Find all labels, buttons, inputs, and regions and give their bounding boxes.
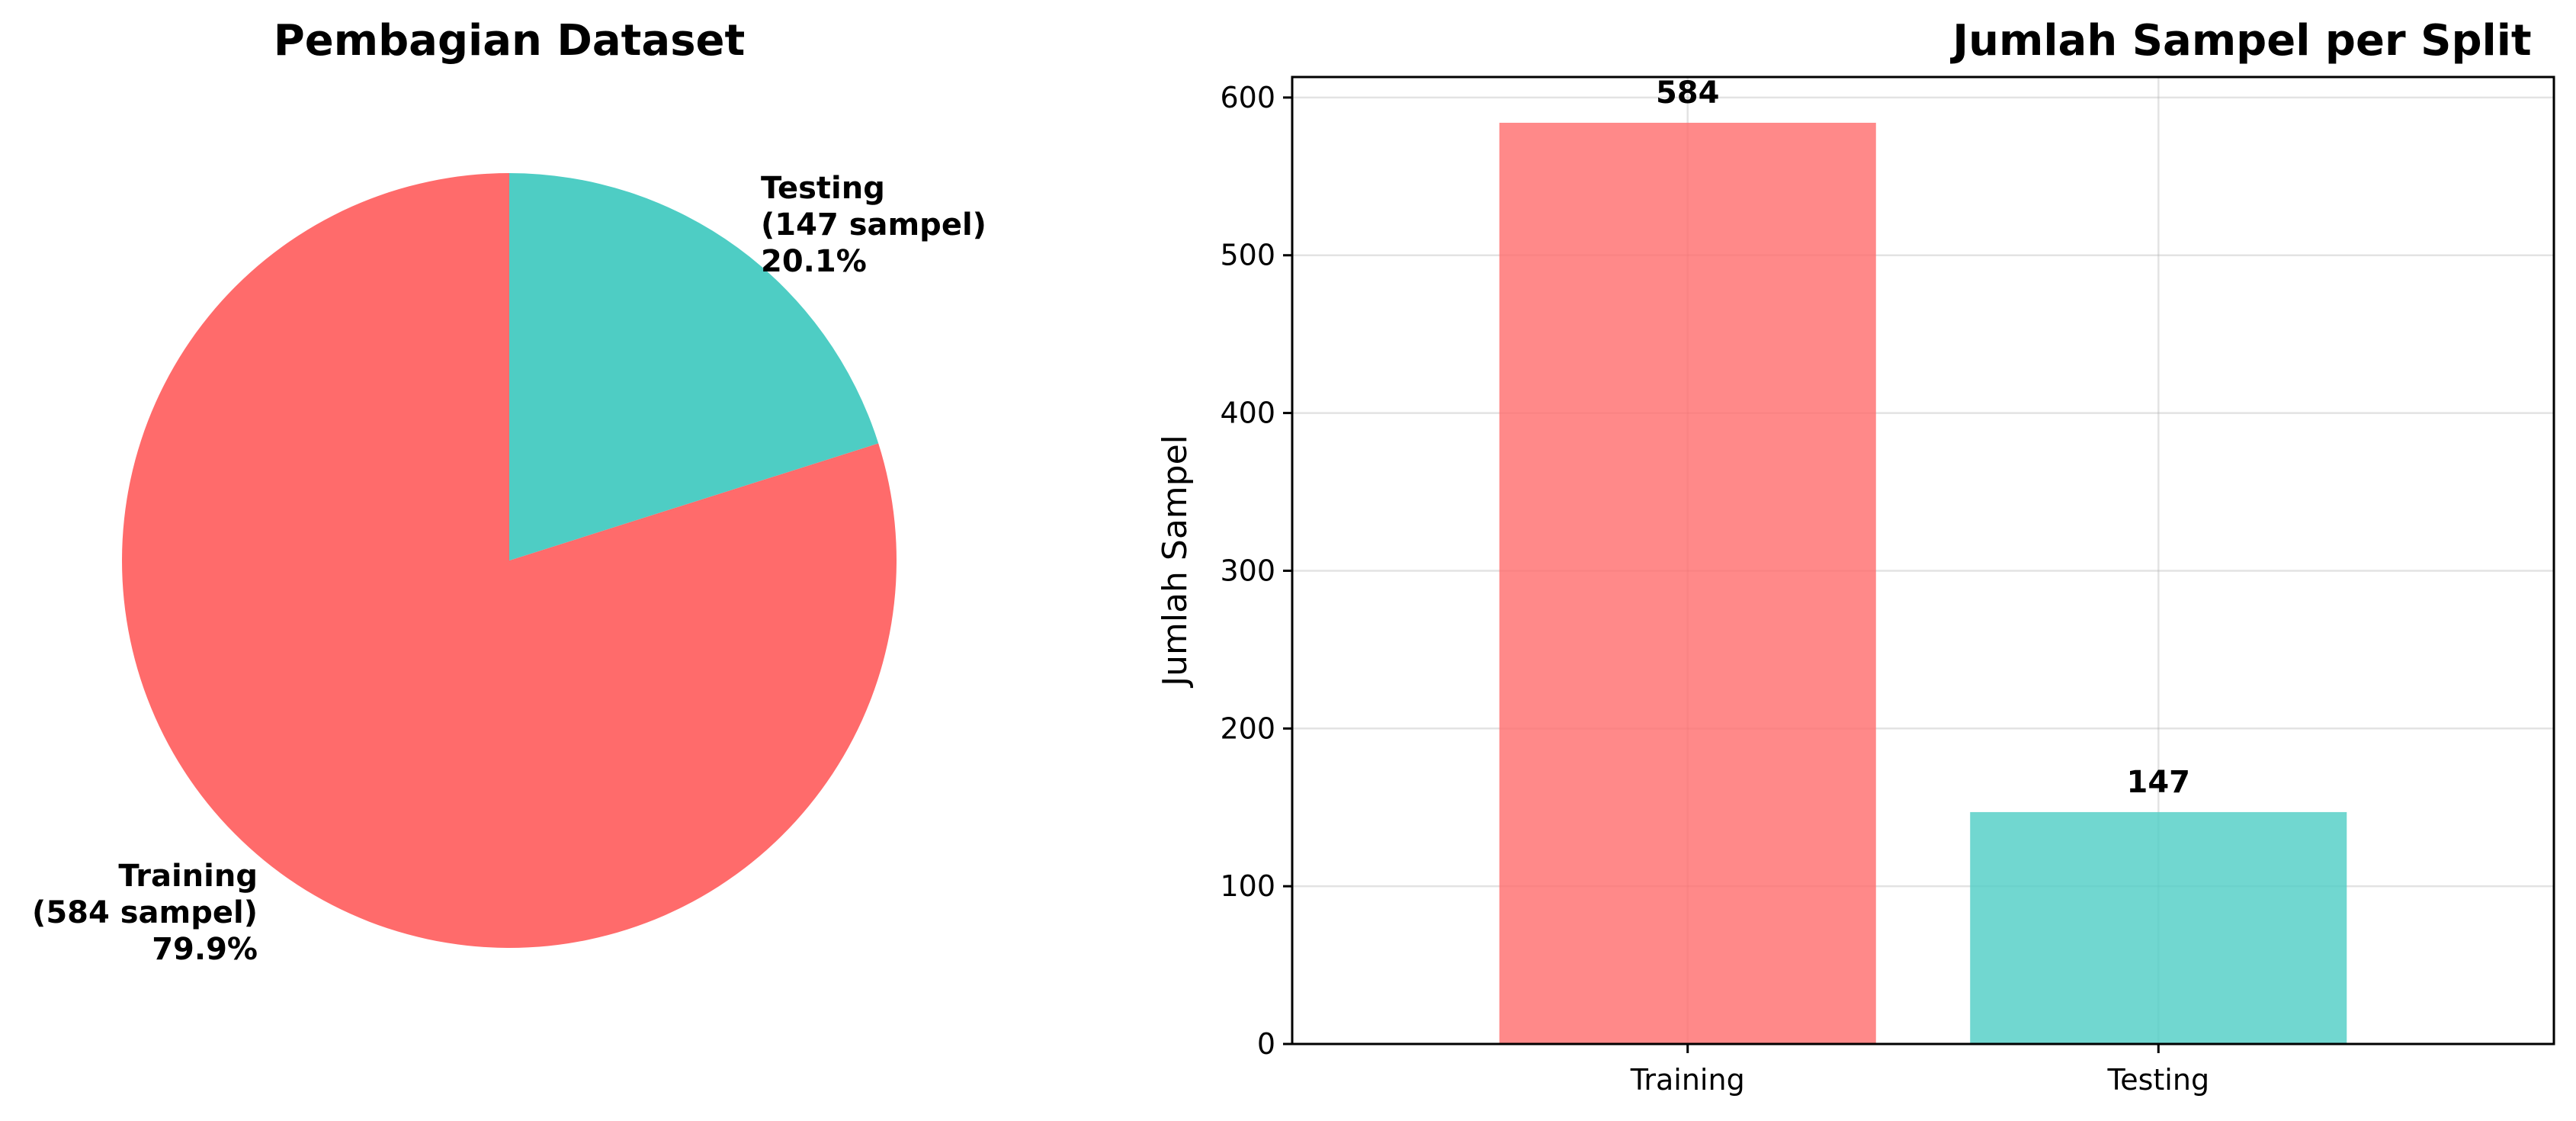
- y-tick-label: 0: [1257, 1027, 1275, 1061]
- pie-label-training: Training (584 sampel) 79.9%: [32, 859, 258, 967]
- y-tick-label: 100: [1220, 869, 1275, 903]
- x-axis-ticks: Training Testing: [1630, 1044, 2209, 1097]
- pie-label-line: 20.1%: [761, 244, 867, 279]
- y-tick-label: 400: [1220, 397, 1275, 430]
- pie-label-line: (147 sampel): [761, 207, 986, 243]
- x-tick-label-testing: Testing: [2106, 1063, 2209, 1097]
- pie-slice-training: [122, 173, 897, 948]
- pie-label-line: Testing: [761, 171, 885, 206]
- bar-value-labels: 584 147: [1656, 75, 2190, 800]
- pie-title: Pembagian Dataset: [274, 16, 746, 66]
- bar-gridlines: [1292, 77, 2554, 1046]
- y-tick-label: 600: [1220, 81, 1275, 114]
- pie-label-line: Training: [118, 859, 258, 894]
- y-tick-label: 300: [1220, 554, 1275, 587]
- y-axis-ticks: 0 100 200 300 400 500 600: [1220, 81, 1292, 1061]
- pie-labels: Training (584 sampel) 79.9% Testing (147 sam…: [32, 171, 986, 967]
- bar-value-label-training: 584: [1656, 75, 1720, 111]
- pie-label-line: 79.9%: [152, 932, 258, 967]
- bar-testing: [1970, 811, 2347, 1044]
- pie-label-line: (584 sampel): [32, 895, 258, 930]
- y-tick-label: 200: [1220, 711, 1275, 745]
- x-tick-label-training: Training: [1630, 1063, 1745, 1097]
- y-tick-label: 500: [1220, 239, 1275, 272]
- pie-label-testing: Testing (147 sampel) 20.1%: [761, 171, 986, 279]
- pie-slices: [122, 173, 897, 948]
- bar-training: [1499, 122, 1876, 1045]
- bar-title: Jumlah Sampel per Split: [1949, 16, 2531, 66]
- bar-value-label-testing: 147: [2127, 765, 2191, 800]
- y-axis-label: Jumlah Sampel: [1156, 435, 1195, 689]
- plot-frame: [1291, 75, 2555, 1046]
- pie-chart: Pembagian Dataset Training (584 sampel) 79…: [32, 16, 986, 967]
- bar-series: [1499, 122, 2347, 1045]
- pie-slice-testing: [509, 173, 879, 560]
- bar-chart: Jumlah Sampel per Split 584 147 0 100 200 30…: [1156, 16, 2555, 1097]
